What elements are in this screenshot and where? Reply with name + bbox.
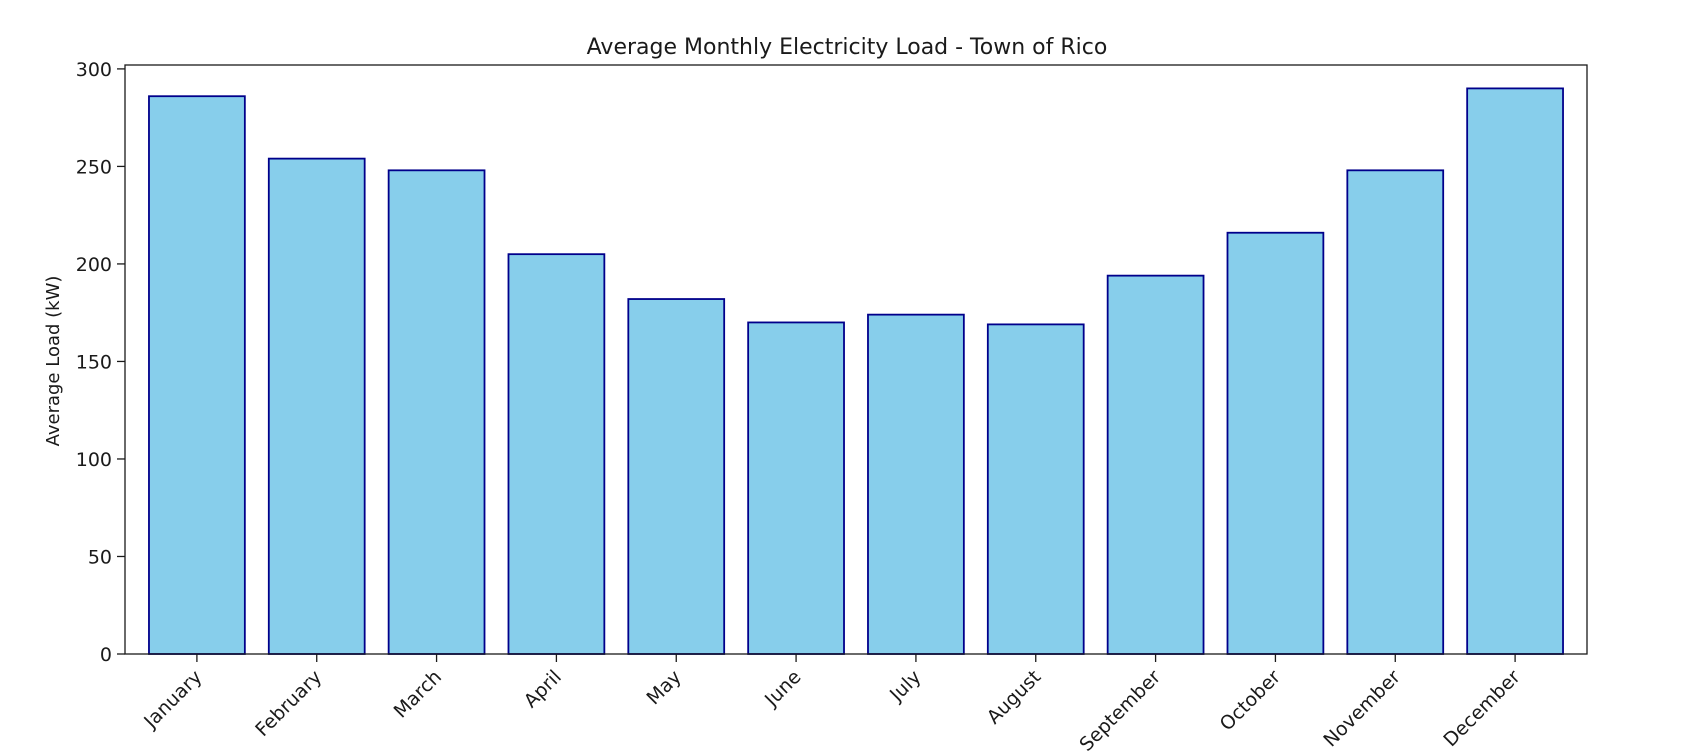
- bar-january: [148, 95, 246, 655]
- x-tick-label-july: July: [885, 666, 925, 706]
- bar-march: [387, 169, 486, 655]
- x-tick-label-october: October: [1216, 666, 1285, 735]
- bar-october: [1226, 231, 1325, 655]
- bar-july: [867, 313, 965, 655]
- y-tick-label: 250: [76, 156, 112, 178]
- y-axis-label: Average Load (kW): [43, 276, 64, 447]
- bar-november: [1346, 169, 1445, 655]
- x-axis-ticks: January February March April May June July Augu…: [139, 654, 1525, 751]
- x-tick-label-december: December: [1439, 666, 1524, 751]
- plot-area-frame: [124, 64, 1588, 655]
- y-tick-label: 50: [88, 546, 112, 568]
- bar-may: [627, 298, 726, 655]
- x-tick-label-august: August: [983, 666, 1046, 729]
- x-tick-label-may: May: [642, 666, 685, 709]
- x-tick-label-april: April: [520, 666, 566, 712]
- x-tick-label-june: June: [760, 666, 806, 712]
- x-tick-label-september: September: [1075, 666, 1165, 751]
- bars: [148, 87, 1564, 655]
- x-tick-label-november: November: [1319, 666, 1405, 751]
- bar-september: [1106, 274, 1205, 655]
- x-tick-label-january: January: [139, 666, 206, 733]
- y-tick-label: 150: [76, 351, 112, 373]
- bar-june: [747, 321, 845, 655]
- bar-february: [267, 157, 366, 655]
- chart-title: Average Monthly Electricity Load - Town …: [587, 35, 1108, 60]
- x-tick-label-february: February: [251, 666, 326, 741]
- y-tick-label: 0: [100, 644, 112, 666]
- bar-april: [507, 253, 606, 655]
- y-tick-label: 100: [76, 449, 112, 471]
- y-axis-ticks: 0 50 100 150 200 250 300: [76, 59, 125, 666]
- y-tick-label: 200: [76, 254, 112, 276]
- y-tick-label: 300: [76, 59, 112, 81]
- x-tick-label-march: March: [390, 666, 447, 723]
- bar-december: [1466, 87, 1564, 655]
- bar-august: [986, 323, 1085, 655]
